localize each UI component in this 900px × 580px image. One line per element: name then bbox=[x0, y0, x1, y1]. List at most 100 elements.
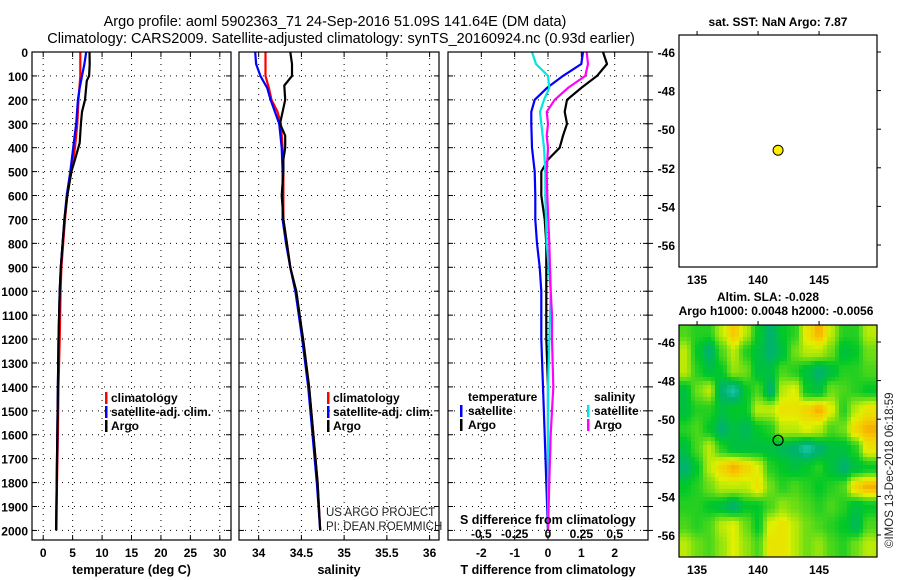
heatmap-cell bbox=[679, 509, 684, 514]
heatmap-cell bbox=[839, 537, 844, 542]
heatmap-cell bbox=[683, 481, 688, 486]
heatmap-cell bbox=[807, 369, 812, 374]
heatmap-cell bbox=[755, 385, 760, 390]
heatmap-cell bbox=[831, 389, 836, 394]
heatmap-cell bbox=[799, 341, 804, 346]
heatmap-cell bbox=[787, 333, 792, 338]
y-tick-label: 600 bbox=[8, 190, 28, 204]
heatmap-cell bbox=[739, 477, 744, 482]
heatmap-cell bbox=[863, 453, 868, 458]
heatmap-cell bbox=[791, 477, 796, 482]
heatmap-cell bbox=[703, 425, 708, 430]
heatmap-cell bbox=[775, 489, 780, 494]
heatmap-cell bbox=[683, 345, 688, 350]
heatmap-cell bbox=[803, 549, 808, 554]
heatmap-cell bbox=[851, 397, 856, 402]
heatmap-cell bbox=[859, 421, 864, 426]
heatmap-cell bbox=[867, 345, 872, 350]
heatmap-cell bbox=[771, 441, 776, 446]
heatmap-cell bbox=[767, 389, 772, 394]
heatmap-cell bbox=[751, 437, 756, 442]
heatmap-cell bbox=[839, 477, 844, 482]
heatmap-cell bbox=[791, 381, 796, 386]
heatmap-cell bbox=[847, 349, 852, 354]
heatmap-cell bbox=[839, 349, 844, 354]
heatmap-cell bbox=[723, 537, 728, 542]
heatmap-cell bbox=[827, 357, 832, 362]
heatmap-cell bbox=[863, 377, 868, 382]
heatmap-cell bbox=[743, 365, 748, 370]
plot-frame bbox=[31, 51, 232, 541]
heatmap-cell bbox=[835, 361, 840, 366]
heatmap-cell bbox=[683, 409, 688, 414]
heatmap-cell bbox=[791, 377, 796, 382]
heatmap-cell bbox=[767, 337, 772, 342]
heatmap-cell bbox=[807, 449, 812, 454]
heatmap-cell bbox=[867, 385, 872, 390]
heatmap-cell bbox=[875, 497, 878, 502]
heatmap-cell bbox=[815, 469, 820, 474]
heatmap-cell bbox=[703, 497, 708, 502]
heatmap-cell bbox=[851, 533, 856, 538]
heatmap-cell bbox=[707, 429, 712, 434]
heatmap-cell bbox=[735, 453, 740, 458]
heatmap-cell bbox=[683, 533, 688, 538]
heatmap-cell bbox=[755, 413, 760, 418]
heatmap-cell bbox=[851, 473, 856, 478]
heatmap-cell bbox=[863, 465, 868, 470]
heatmap-cell bbox=[803, 413, 808, 418]
heatmap-cell bbox=[755, 393, 760, 398]
heatmap-cell bbox=[759, 433, 764, 438]
heatmap-cell bbox=[763, 489, 768, 494]
heatmap-cell bbox=[711, 397, 716, 402]
heatmap-cell bbox=[763, 441, 768, 446]
heatmap-cell bbox=[723, 377, 728, 382]
heatmap-cell bbox=[847, 357, 852, 362]
heatmap-cell bbox=[755, 421, 760, 426]
heatmap-cell bbox=[763, 345, 768, 350]
heatmap-cell bbox=[687, 437, 692, 442]
heatmap-cell bbox=[719, 393, 724, 398]
heatmap-cell bbox=[687, 341, 692, 346]
heatmap-cell bbox=[859, 517, 864, 522]
heatmap-cell bbox=[727, 337, 732, 342]
heatmap-cell bbox=[695, 457, 700, 462]
heatmap-cell bbox=[767, 537, 772, 542]
heatmap-cell bbox=[687, 397, 692, 402]
heatmap-cell bbox=[851, 365, 856, 370]
heatmap-cell bbox=[791, 361, 796, 366]
heatmap-cell bbox=[863, 469, 868, 474]
heatmap-cell bbox=[727, 409, 732, 414]
heatmap-cell bbox=[803, 437, 808, 442]
heatmap-cell bbox=[811, 357, 816, 362]
heatmap-cell bbox=[771, 401, 776, 406]
heatmap-cell bbox=[855, 481, 860, 486]
heatmap-cell bbox=[779, 373, 784, 378]
heatmap-cell bbox=[831, 349, 836, 354]
heatmap-cell bbox=[759, 473, 764, 478]
heatmap-cell bbox=[679, 385, 684, 390]
heatmap-cell bbox=[871, 417, 876, 422]
heatmap-cell bbox=[759, 457, 764, 462]
heatmap-cell bbox=[683, 417, 688, 422]
heatmap-cell bbox=[855, 553, 860, 558]
heatmap-cell bbox=[711, 453, 716, 458]
heatmap-cell bbox=[791, 397, 796, 402]
heatmap-cell bbox=[707, 457, 712, 462]
heatmap-cell bbox=[695, 437, 700, 442]
heatmap-cell bbox=[811, 381, 816, 386]
heatmap-cell bbox=[735, 389, 740, 394]
heatmap-cell bbox=[807, 473, 812, 478]
y-tick-label: 800 bbox=[8, 237, 28, 251]
heatmap-cell bbox=[695, 501, 700, 506]
heatmap-cell bbox=[811, 477, 816, 482]
heatmap-cell bbox=[679, 541, 684, 546]
heatmap-cell bbox=[767, 349, 772, 354]
heatmap-cell bbox=[779, 541, 784, 546]
heatmap-cell bbox=[711, 341, 716, 346]
heatmap-cell bbox=[763, 553, 768, 558]
heatmap-cell bbox=[795, 381, 800, 386]
heatmap-cell bbox=[815, 449, 820, 454]
y-tick-label: 1000 bbox=[1, 285, 28, 299]
heatmap-cell bbox=[755, 509, 760, 514]
